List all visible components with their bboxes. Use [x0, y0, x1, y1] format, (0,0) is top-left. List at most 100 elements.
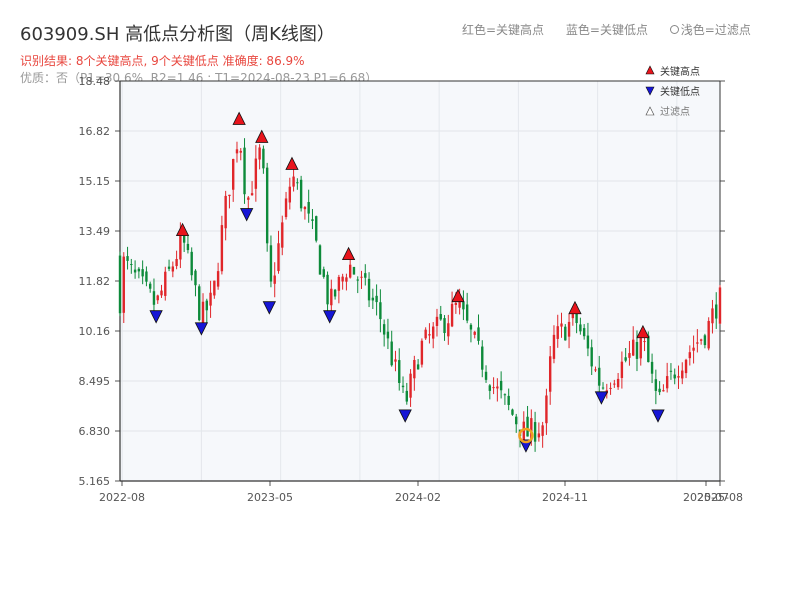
candle-body — [594, 369, 597, 371]
candle-body — [398, 360, 401, 383]
candle-body — [522, 421, 525, 442]
candle-body — [601, 387, 605, 389]
candle-body — [598, 367, 601, 386]
candle-body — [628, 353, 631, 358]
candle-body — [284, 198, 288, 218]
candle-body — [684, 359, 688, 374]
candle-body — [654, 379, 658, 391]
candle-body — [428, 334, 431, 336]
candle-body — [235, 149, 239, 154]
key-low-marker — [398, 409, 412, 423]
candle-body — [239, 150, 242, 153]
candle-body — [635, 341, 639, 359]
key-high-marker — [568, 300, 582, 315]
y-tick-label: 8.495 — [79, 375, 111, 388]
x-tick-label: 2024-11 — [542, 491, 588, 504]
candle-body — [715, 304, 718, 319]
candle-body — [220, 225, 224, 272]
candle-body — [571, 310, 575, 319]
candle-body — [356, 279, 359, 281]
legend-low-icon — [645, 86, 655, 96]
candle-body — [469, 324, 473, 330]
candle-body — [458, 301, 461, 308]
candle-body — [405, 390, 408, 402]
candle-body — [718, 287, 722, 324]
candle-body — [499, 380, 503, 391]
candle-body — [669, 370, 673, 372]
candle-body — [198, 286, 201, 321]
candle-body — [337, 276, 341, 291]
candle-body — [564, 326, 567, 341]
candle-body — [333, 289, 337, 297]
candle-body — [167, 266, 171, 269]
y-tick-label: 13.49 — [79, 225, 111, 238]
candle-body — [432, 326, 435, 339]
candle-body — [281, 222, 284, 248]
candle-body — [548, 356, 552, 392]
candle-body — [450, 303, 454, 327]
candle-body — [262, 148, 265, 169]
key-high-marker — [255, 129, 269, 143]
candle-body — [326, 274, 329, 305]
candle-body — [126, 256, 129, 261]
candle-body — [575, 311, 578, 324]
legend-high-label: 关键高点 — [660, 65, 700, 78]
candle-body — [265, 167, 269, 244]
candle-body — [156, 295, 159, 301]
candle-body — [507, 395, 510, 405]
candle-body — [375, 295, 378, 303]
candle-body — [613, 383, 616, 385]
candle-body — [616, 378, 620, 388]
candle-body — [560, 323, 563, 327]
candle-body — [269, 245, 273, 282]
candle-body — [118, 255, 122, 314]
candle-body — [492, 387, 495, 389]
candle-body — [258, 147, 261, 160]
key-low-marker — [240, 208, 254, 222]
y-tick-label: 6.830 — [79, 425, 111, 438]
candle-body — [707, 320, 710, 349]
candle-body — [160, 290, 163, 296]
candle-body — [179, 234, 182, 260]
candle-body — [201, 301, 205, 324]
candle-body — [288, 186, 292, 203]
key-high-marker — [175, 222, 190, 237]
candle-body — [303, 206, 307, 210]
candle-body — [545, 395, 548, 424]
candle-body — [609, 387, 612, 389]
candle-body — [530, 418, 533, 441]
candle-body — [145, 271, 148, 282]
candle-body — [390, 341, 393, 366]
optimal-point-highlight — [518, 427, 534, 444]
candle-body — [552, 334, 556, 359]
candle-body — [141, 269, 144, 277]
candle-body — [382, 324, 386, 335]
key-high-marker — [451, 288, 465, 303]
key-low-marker — [651, 409, 665, 423]
y-tick-label: 10.16 — [79, 325, 111, 338]
candle-body — [416, 364, 420, 370]
legend-filtered: 浅色=过滤点 — [669, 23, 769, 37]
candle-body — [488, 385, 492, 391]
legend-filtered-icon — [645, 106, 655, 116]
candle-body — [632, 339, 635, 356]
candle-body — [711, 308, 714, 324]
candle-body — [345, 277, 348, 282]
candle-body — [148, 283, 152, 289]
candle-body — [692, 347, 695, 351]
x-tick-label: 2024-02 — [395, 491, 441, 504]
candle-body — [650, 361, 654, 374]
candle-body — [401, 385, 405, 388]
candle-body — [213, 280, 216, 296]
candle-body — [318, 245, 322, 275]
candle-body — [175, 258, 178, 267]
legend-filtered-text: 浅色=过滤点 — [680, 23, 751, 37]
candle-body — [699, 339, 703, 341]
result-summary: 识别结果: 8个关键高点, 9个关键低点 准确度: 86.9% — [20, 54, 305, 68]
key-high-marker — [232, 111, 246, 125]
candle-body — [586, 335, 590, 349]
chart-title: 603909.SH 高低点分析图（周K线图） — [20, 24, 335, 45]
candle-body — [341, 276, 344, 282]
candle-body — [454, 302, 458, 305]
x-tick-label: 2025-08 — [697, 491, 743, 504]
